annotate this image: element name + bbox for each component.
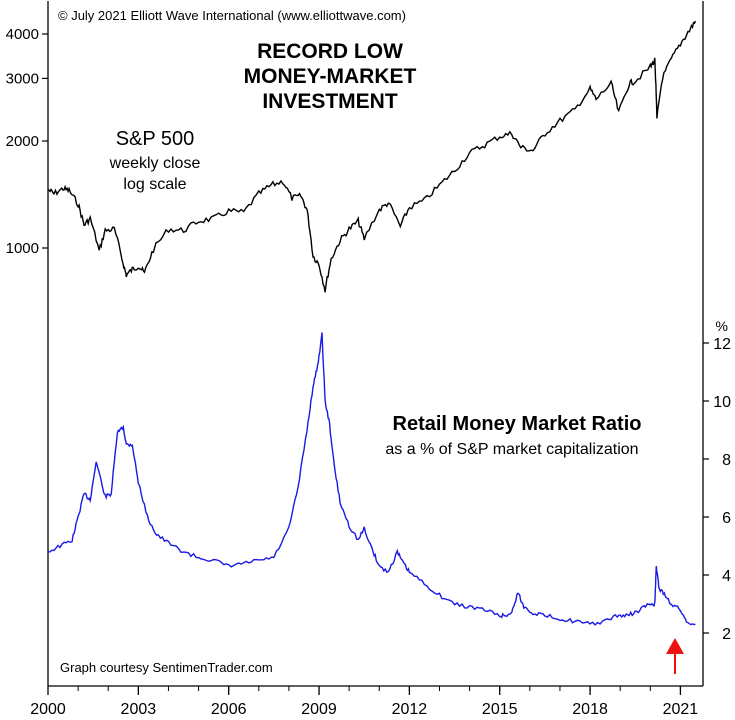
x-tick-label-2003: 2003 [121,701,157,718]
ratio-y-axis: 2 4 6 8 10 12 [703,336,731,643]
x-tick-label-2000: 2000 [30,701,66,718]
headline-line-2: MONEY-MARKET [244,65,417,88]
ratio-y-tick-label-12: 12 [713,336,731,353]
ratio-unit-label: % [716,318,728,334]
spx-y-tick-label-3000: 3000 [6,70,39,87]
x-tick-label-2012: 2012 [392,701,428,718]
spx-y-tick-label-4000: 4000 [6,26,39,43]
headline-line-1: RECORD LOW [257,40,403,63]
spx-y-tick-label-2000: 2000 [6,133,39,150]
x-tick-label-2009: 2009 [301,701,337,718]
spx-title: S&P 500 [116,128,195,150]
ratio-y-tick-label-2: 2 [722,626,731,643]
spx-series-line [47,20,697,293]
ratio-series-line [48,332,696,626]
x-tick-label-2015: 2015 [482,701,518,718]
x-axis: 2000 2003 2006 2009 2012 2015 2018 2021 [30,686,698,718]
copyright-text: © July 2021 Elliott Wave International (… [58,8,406,23]
ratio-y-tick-label-8: 8 [722,452,731,469]
ratio-y-tick-label-6: 6 [722,510,731,527]
x-tick-label-2021: 2021 [663,701,699,718]
spx-subtitle-2: log scale [123,176,186,193]
credit-text: Graph courtesy SentimenTrader.com [60,660,273,675]
headline-line-3: INVESTMENT [262,90,398,113]
spx-y-tick-label-1000: 1000 [6,240,39,257]
x-tick-label-2006: 2006 [211,701,247,718]
x-tick-label-2018: 2018 [572,701,608,718]
spx-y-axis: 1000 2000 3000 4000 [6,26,48,257]
spx-subtitle-1: weekly close [109,155,201,172]
ratio-subtitle: as a % of S&P market capitalization [385,441,638,458]
current-level-arrow [666,638,684,674]
ratio-y-tick-label-4: 4 [722,568,731,585]
ratio-title: Retail Money Market Ratio [393,413,642,435]
ratio-y-tick-label-10: 10 [713,394,731,411]
